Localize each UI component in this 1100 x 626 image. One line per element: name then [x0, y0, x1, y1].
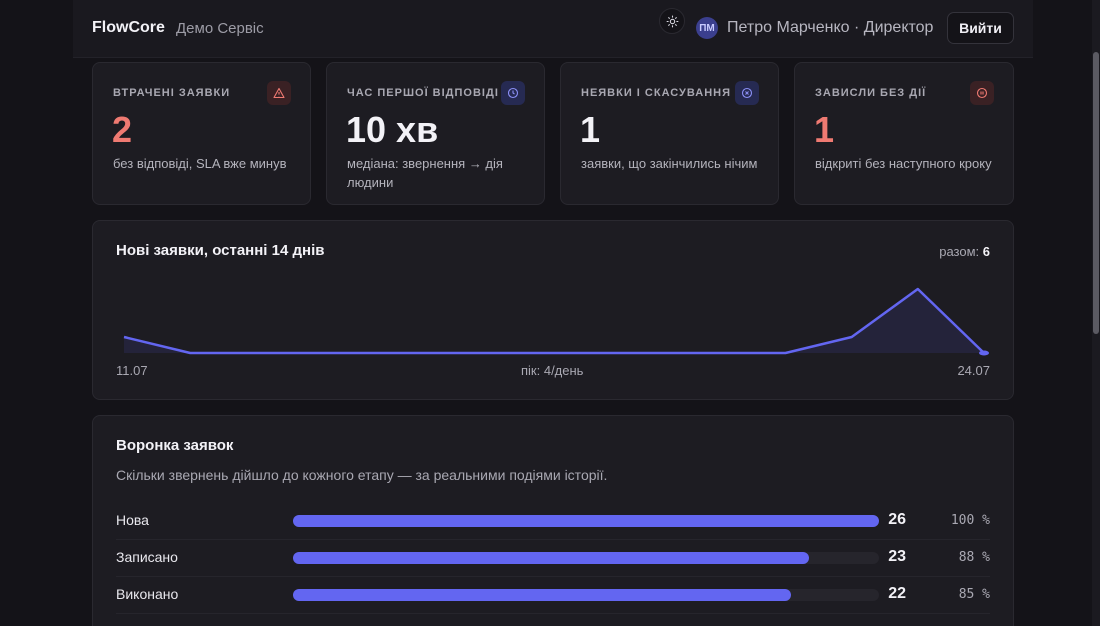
trend-area — [124, 289, 984, 353]
funnel-row-percent: 85 % — [958, 587, 990, 602]
logout-button[interactable]: Вийти — [947, 12, 1014, 44]
stat-description: заявки, що закінчились нічим — [581, 156, 758, 171]
stat-description: без відповіді, SLA вже минув — [113, 156, 287, 171]
funnel-bar-track — [293, 589, 879, 601]
funnel-bar-fill — [293, 552, 809, 564]
stat-description: відкриті без наступного кроку — [815, 156, 992, 171]
stat-card-first-response: ЧАС ПЕРШОЇ ВІДПОВІДІ 10 хв медіана: звер… — [326, 62, 545, 205]
funnel-row-percent: 100 % — [950, 513, 990, 528]
avatar[interactable]: ПМ — [696, 17, 718, 39]
funnel-bar-fill — [293, 589, 792, 601]
funnel-card: Воронка заявок Скільки звернень дійшло д… — [92, 415, 1014, 626]
service-name: Демо Сервіс — [176, 20, 264, 37]
top-bar — [73, 0, 1033, 58]
funnel-title: Воронка заявок — [116, 437, 234, 454]
funnel-row-count: 22 — [888, 585, 906, 602]
page-scrollbar[interactable] — [1092, 0, 1100, 626]
funnel-row-label: Нова — [116, 512, 149, 528]
funnel-bar-track — [293, 515, 879, 527]
funnel-row-count: 26 — [888, 511, 906, 528]
funnel-row: Нова 26 100 % — [116, 503, 990, 540]
new-requests-chart-card: Нові заявки, останні 14 днів разом: 6 11… — [92, 220, 1014, 400]
chart-start-label: 11.07 — [116, 363, 148, 378]
brand-logo[interactable]: FlowCore — [92, 19, 165, 36]
funnel-row: Виконано 22 85 % — [116, 577, 990, 614]
chart-total-label: разом: — [939, 244, 980, 259]
clock-icon — [501, 81, 525, 105]
funnel-subtitle: Скільки звернень дійшло до кожного етапу… — [116, 467, 608, 483]
new-requests-trend-chart — [123, 287, 989, 356]
theme-toggle-button[interactable] — [659, 8, 685, 34]
trend-last-point — [979, 350, 989, 356]
x-circle-icon — [735, 81, 759, 105]
sun-icon — [666, 15, 678, 27]
funnel-row-label: Виконано — [116, 586, 179, 602]
stat-value: 1 — [814, 109, 835, 150]
funnel-row-label: Записано — [116, 549, 178, 565]
chart-peak-label: пік: 4/день — [521, 363, 584, 378]
stat-label: ЧАС ПЕРШОЇ ВІДПОВІДІ — [347, 87, 499, 99]
stat-value: 10 хв — [346, 109, 439, 150]
pause-circle-icon — [970, 81, 994, 105]
scrollbar-thumb[interactable] — [1093, 52, 1099, 334]
stat-label: ВТРАЧЕНІ ЗАЯВКИ — [113, 87, 231, 99]
chart-total: разом: 6 — [939, 244, 990, 259]
warning-icon — [267, 81, 291, 105]
funnel-bar-track — [293, 552, 879, 564]
stat-card-stuck: ЗАВИСЛИ БЕЗ ДІЇ 1 відкриті без наступног… — [794, 62, 1014, 205]
chart-end-label: 24.07 — [957, 363, 990, 378]
funnel-bar-fill — [293, 515, 879, 527]
funnel-row: Записано 23 88 % — [116, 540, 990, 577]
stat-card-lost-requests: ВТРАЧЕНІ ЗАЯВКИ 2 без відповіді, SLA вже… — [92, 62, 311, 205]
stat-label: НЕЯВКИ І СКАСУВАННЯ — [581, 87, 732, 99]
user-name-role: Петро Марченко · Директор — [727, 19, 934, 36]
stat-description: медіана: звернення → дія людини — [347, 156, 503, 190]
funnel-row-percent: 88 % — [958, 550, 990, 565]
chart-title: Нові заявки, останні 14 днів — [116, 242, 325, 259]
stat-card-no-shows: НЕЯВКИ І СКАСУВАННЯ 1 заявки, що закінчи… — [560, 62, 779, 205]
stat-value: 2 — [112, 109, 133, 150]
funnel-row-count: 23 — [888, 548, 906, 565]
trend-line — [123, 287, 985, 355]
stat-value: 1 — [580, 109, 601, 150]
chart-total-value: 6 — [982, 244, 990, 259]
stat-label: ЗАВИСЛИ БЕЗ ДІЇ — [815, 87, 927, 99]
